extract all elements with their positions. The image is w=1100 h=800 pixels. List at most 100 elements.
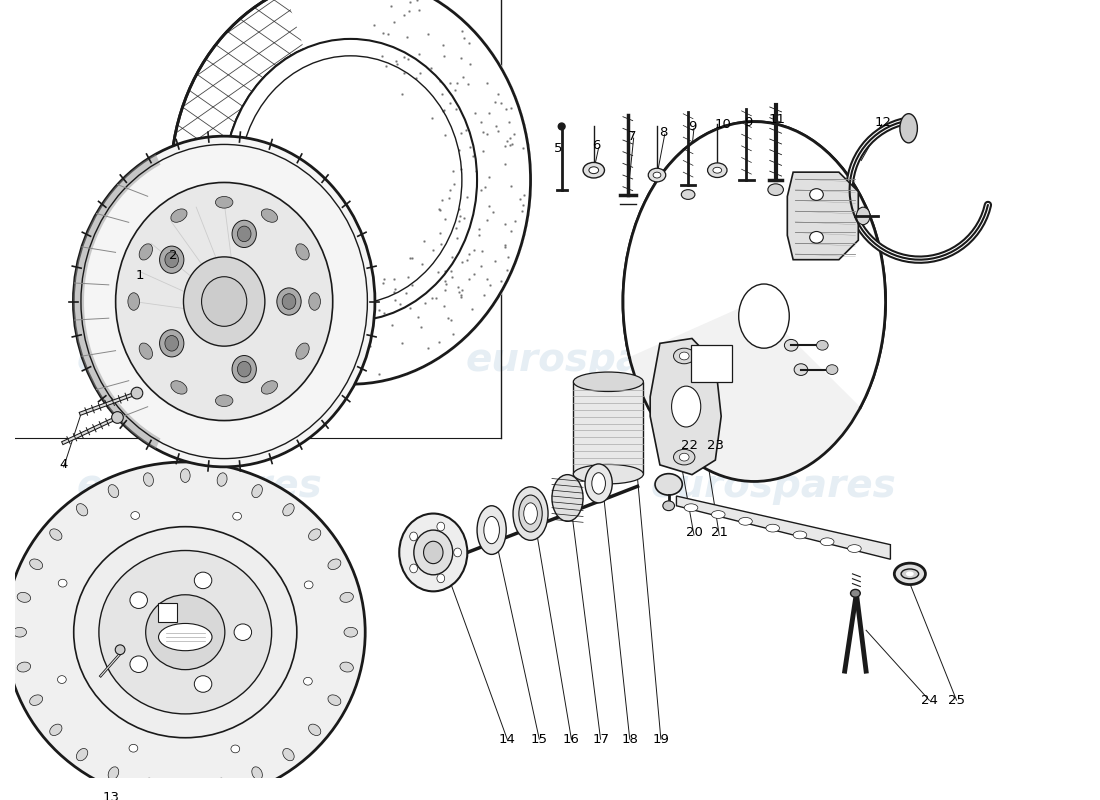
Ellipse shape — [283, 749, 294, 761]
Text: 16: 16 — [563, 733, 580, 746]
Ellipse shape — [30, 559, 43, 570]
Ellipse shape — [766, 524, 780, 532]
Ellipse shape — [826, 365, 838, 374]
Ellipse shape — [111, 412, 123, 423]
Ellipse shape — [414, 530, 453, 575]
Ellipse shape — [145, 594, 224, 670]
Ellipse shape — [344, 627, 358, 637]
Ellipse shape — [180, 782, 190, 796]
Ellipse shape — [160, 246, 184, 274]
Ellipse shape — [50, 724, 62, 735]
Ellipse shape — [857, 207, 870, 225]
Ellipse shape — [238, 362, 251, 377]
Ellipse shape — [304, 678, 312, 685]
Polygon shape — [158, 603, 177, 622]
Ellipse shape — [850, 590, 860, 597]
Ellipse shape — [552, 474, 583, 522]
Ellipse shape — [524, 503, 538, 524]
Text: eurospares: eurospares — [466, 341, 712, 379]
Ellipse shape — [768, 184, 783, 195]
Ellipse shape — [74, 526, 297, 738]
Ellipse shape — [6, 462, 365, 800]
Text: eurospares: eurospares — [77, 341, 322, 379]
Ellipse shape — [195, 676, 212, 692]
Text: 8: 8 — [659, 126, 667, 138]
Ellipse shape — [165, 335, 178, 351]
Ellipse shape — [519, 495, 542, 532]
Ellipse shape — [50, 529, 62, 540]
Text: 23: 23 — [707, 439, 724, 452]
Polygon shape — [322, 0, 530, 384]
Ellipse shape — [900, 114, 917, 143]
Ellipse shape — [739, 284, 790, 348]
Ellipse shape — [328, 695, 341, 706]
Ellipse shape — [238, 226, 251, 242]
Ellipse shape — [901, 569, 918, 578]
Ellipse shape — [158, 623, 212, 650]
Ellipse shape — [277, 288, 301, 315]
Ellipse shape — [654, 474, 682, 495]
Text: 2: 2 — [169, 250, 178, 262]
Ellipse shape — [437, 522, 444, 531]
Ellipse shape — [623, 122, 886, 482]
Ellipse shape — [680, 352, 689, 360]
Text: 9: 9 — [688, 120, 696, 133]
Ellipse shape — [139, 244, 153, 260]
Polygon shape — [676, 496, 890, 559]
Text: 12: 12 — [874, 116, 891, 129]
Text: 15: 15 — [531, 733, 548, 746]
Ellipse shape — [894, 563, 925, 585]
Text: 6: 6 — [593, 139, 601, 152]
Ellipse shape — [663, 501, 674, 510]
Ellipse shape — [108, 485, 119, 498]
Ellipse shape — [116, 645, 125, 654]
Ellipse shape — [848, 545, 861, 553]
Text: 17: 17 — [592, 733, 609, 746]
Ellipse shape — [232, 220, 256, 247]
Polygon shape — [650, 338, 722, 474]
Polygon shape — [788, 172, 858, 260]
Ellipse shape — [283, 294, 296, 310]
Ellipse shape — [437, 574, 444, 582]
Ellipse shape — [309, 724, 321, 735]
Ellipse shape — [74, 136, 375, 467]
Ellipse shape — [810, 231, 823, 243]
Polygon shape — [284, 0, 532, 386]
Ellipse shape — [232, 355, 256, 382]
Polygon shape — [573, 382, 644, 474]
Text: 4: 4 — [59, 458, 68, 471]
Ellipse shape — [673, 348, 695, 364]
Text: 11: 11 — [768, 113, 785, 126]
Ellipse shape — [794, 364, 807, 375]
Ellipse shape — [217, 473, 227, 486]
Ellipse shape — [252, 485, 263, 498]
Ellipse shape — [128, 293, 140, 310]
Text: 10: 10 — [715, 118, 732, 131]
Ellipse shape — [453, 548, 462, 557]
Ellipse shape — [707, 163, 727, 178]
Ellipse shape — [712, 510, 725, 518]
Text: 9: 9 — [745, 116, 752, 129]
Ellipse shape — [195, 572, 212, 589]
Ellipse shape — [810, 189, 823, 200]
Polygon shape — [74, 154, 161, 449]
Text: 22: 22 — [681, 439, 697, 452]
Text: 19: 19 — [652, 733, 669, 746]
Ellipse shape — [672, 386, 701, 427]
Ellipse shape — [262, 209, 277, 222]
Ellipse shape — [653, 172, 661, 178]
Text: 7: 7 — [627, 130, 636, 142]
Text: 13: 13 — [102, 791, 120, 800]
Ellipse shape — [224, 39, 477, 321]
Ellipse shape — [309, 529, 321, 540]
Ellipse shape — [573, 465, 644, 484]
Ellipse shape — [252, 767, 263, 780]
Ellipse shape — [793, 531, 806, 539]
Ellipse shape — [906, 571, 914, 576]
Ellipse shape — [680, 454, 689, 461]
Ellipse shape — [216, 395, 233, 406]
Ellipse shape — [233, 512, 242, 520]
Ellipse shape — [165, 252, 178, 267]
Ellipse shape — [13, 627, 26, 637]
Text: eurospares: eurospares — [651, 467, 896, 506]
